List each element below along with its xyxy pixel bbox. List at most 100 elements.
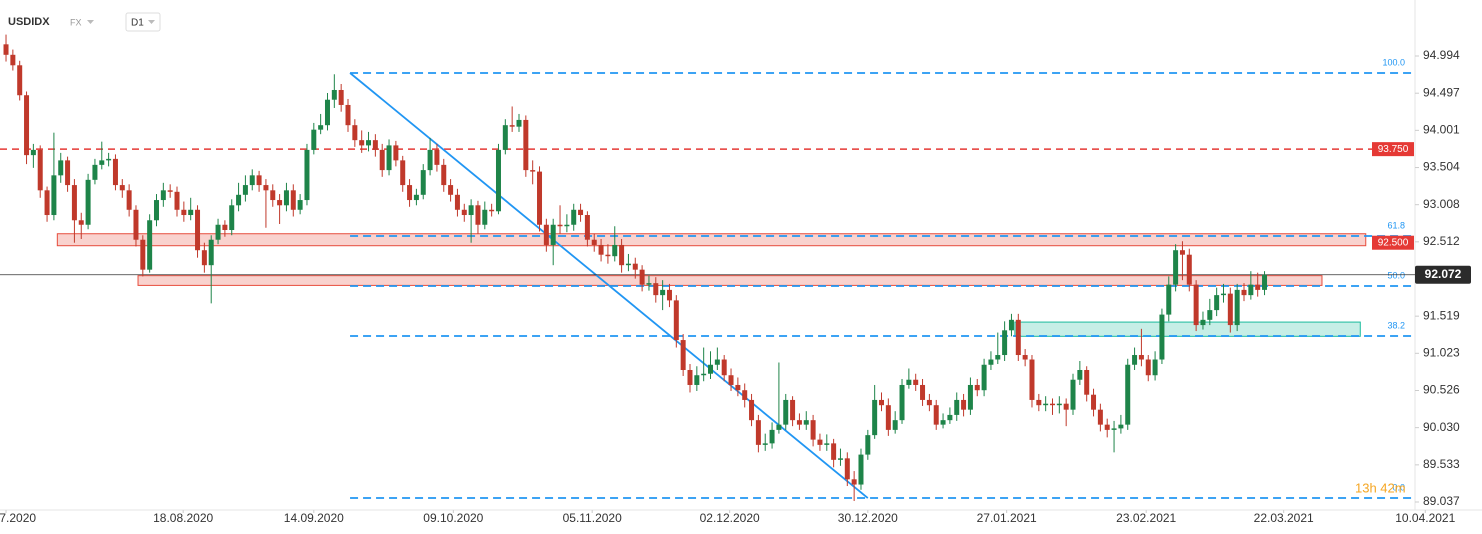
candle-body [1111,428,1117,430]
candle-body [311,129,317,150]
candle-body [612,244,618,257]
symbol-dropdown[interactable] [87,20,94,24]
candle-body [112,158,118,186]
candle-body [1077,369,1083,380]
candle-body [1015,319,1021,356]
candle-body [106,158,112,161]
candle-body [1241,289,1247,296]
candle-body [687,369,693,385]
candle-body [71,185,77,221]
candle-body [885,405,891,430]
candle-body [304,149,310,201]
timeframe-box[interactable] [125,12,161,32]
candle-body [379,149,385,171]
timeframe-dropdown[interactable] [148,20,155,24]
candle-body [1036,399,1042,406]
candle-body [701,373,707,376]
last-price-label: 92.072 [1425,267,1462,281]
candle-body [331,89,337,100]
candle-body [1104,424,1110,430]
candle-body [318,125,324,130]
candle-body [899,384,905,421]
candle-body [967,384,973,410]
x-tick-label: 10.04.2021 [1395,511,1455,525]
candle-body [3,44,9,55]
candle-body [167,190,173,192]
candle-body [749,399,755,421]
zone [1014,321,1361,337]
candle-body [85,179,91,225]
candle-body [769,429,775,444]
candle-body [1070,379,1076,410]
candle-body [10,54,16,66]
candle-body [78,220,84,225]
candle-body [372,140,378,150]
candle-body [714,359,720,365]
candle-body [181,209,187,216]
candle-body [1056,403,1062,406]
candle-body [1043,403,1049,406]
candle-body [516,119,522,127]
candle-body [1214,295,1220,311]
x-tick-label: 23.02.2021 [1116,511,1176,525]
candle-body [420,170,426,195]
candle-body [17,65,23,96]
candle-body [393,145,399,161]
candle-body [796,420,802,425]
candle-body [776,424,782,430]
candle-body [879,399,885,406]
y-tick-label: 91.023 [1423,345,1460,359]
candle-body [639,269,645,285]
candle-body [557,224,563,227]
candle-body [920,384,926,400]
candle-body [468,205,474,216]
y-tick-label: 94.497 [1423,85,1460,99]
candle-body [1220,293,1226,296]
candle-body [865,435,871,455]
candle-body [222,224,228,230]
candle-body [236,194,242,206]
candle-body [735,384,741,391]
candle-body [1097,409,1103,425]
candle-body [988,359,994,365]
symbol[interactable]: USDIDX [8,16,50,28]
candle-body [530,170,536,172]
candle-body [584,215,590,240]
candle-body [981,364,987,391]
candle-body [1022,355,1028,360]
timeframe[interactable]: D1 [131,18,144,29]
candle-body [65,160,71,186]
candle-body [461,209,467,216]
candle-body [605,254,611,257]
candle-body [249,175,255,186]
candle-body [783,399,789,425]
candle-body [215,224,221,240]
x-tick-label: 22.07.2020 [0,511,36,525]
candle-body [1002,330,1008,356]
candle-body [434,149,440,165]
candle-body [256,175,262,186]
candle-body [742,390,748,400]
candle-body [1227,293,1233,326]
candle-body [324,99,330,126]
candle-body [345,104,351,126]
candle-body [666,289,672,301]
candle-body [1049,403,1055,406]
candle-body [229,205,235,230]
y-tick-label: 93.504 [1423,160,1460,174]
y-tick-label: 94.994 [1423,48,1460,62]
candle-body [824,443,830,445]
candle-body [947,414,953,421]
candle-body [571,209,577,225]
candle-body [188,209,194,216]
candle-body [625,263,631,266]
x-tick-label: 09.10.2020 [423,511,483,525]
candle-body [24,95,30,156]
candle-body [954,399,960,415]
candle-body [1138,355,1144,360]
last-price-tag [1415,265,1471,284]
candle-body [591,239,597,245]
x-tick-label: 05.11.2020 [563,511,622,525]
price-tag-label: 92.500 [1378,237,1409,248]
